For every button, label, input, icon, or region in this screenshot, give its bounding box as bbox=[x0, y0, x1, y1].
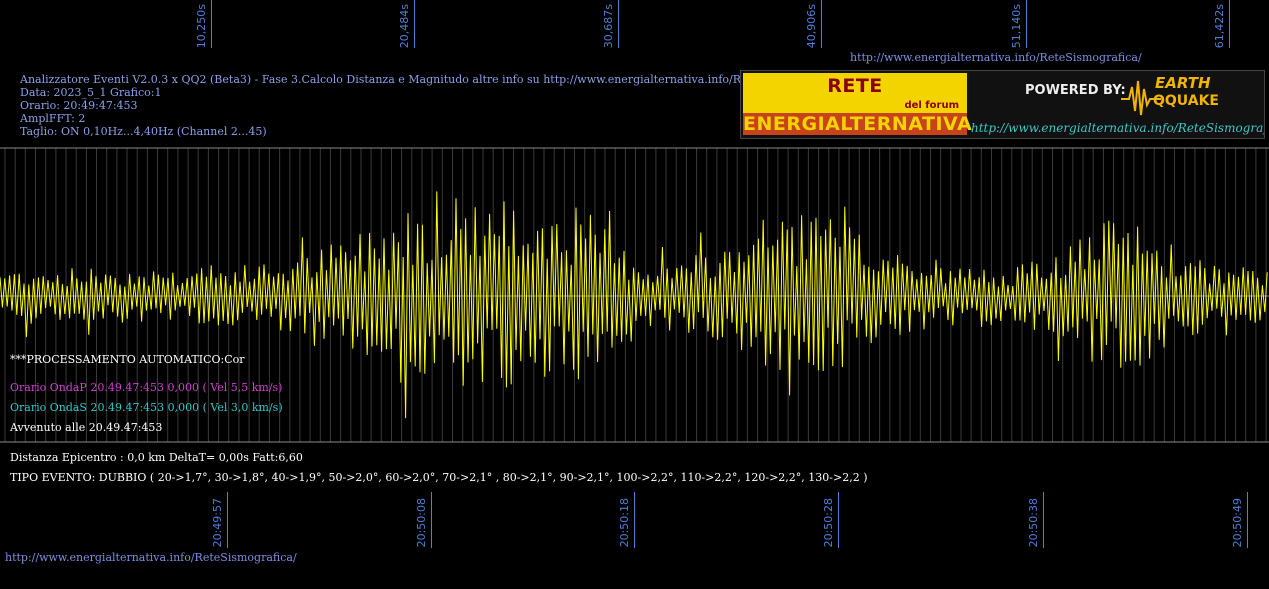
grid-lines bbox=[4, 148, 1267, 442]
bottom-tick: 20:50:28 bbox=[822, 492, 842, 548]
bottom-tick: 20:50:49 bbox=[1231, 492, 1251, 548]
seismic-trace bbox=[0, 191, 1268, 419]
time-line: Orario: 20:49:47:453 bbox=[20, 99, 138, 112]
logo-qquake: QQUAKE bbox=[1153, 93, 1219, 109]
onda-s-time: Orario OndaS 20.49.47:453 0,000 ( Vel 3,… bbox=[10, 401, 283, 414]
logo-earth: EARTH bbox=[1155, 74, 1211, 92]
event-time: Avvenuto alle 20.49.47:453 bbox=[10, 421, 163, 434]
header-url[interactable]: http://www.energialternativa.info/ReteSi… bbox=[850, 51, 1142, 64]
top-tick: 61,422s bbox=[1213, 0, 1233, 48]
date-line: Data: 2023_5_1 Grafico:1 bbox=[20, 86, 162, 99]
top-tick: 10,250s bbox=[195, 0, 215, 48]
analyzer-title: Analizzatore Eventi V2.0.3 x QQ2 (Beta3)… bbox=[20, 73, 786, 86]
onda-p-time: Orario OndaP 20.49.47:453 0,000 ( Vel 5,… bbox=[10, 381, 283, 394]
powered-by: POWERED BY: bbox=[1025, 83, 1126, 98]
logo-url[interactable]: http://www.energialternativa.info/ReteSi… bbox=[971, 121, 1265, 135]
bottom-tick: 20:50:18 bbox=[618, 492, 638, 548]
seismograph-icon bbox=[1121, 80, 1161, 116]
event-type: TIPO EVENTO: DUBBIO ( 20->1,7°, 30->1,8°… bbox=[10, 471, 868, 484]
processing-status: ***PROCESSAMENTO AUTOMATICO:Cor bbox=[10, 353, 245, 366]
bottom-tick: 20:49:57 bbox=[211, 492, 231, 548]
logo-forum: ENERGIALTERNATIVA bbox=[743, 113, 973, 135]
top-tick: 40,906s bbox=[805, 0, 825, 48]
rete-sismografica-logo: RETE SISMOGRAFICA del forum ENERGIALTERN… bbox=[740, 70, 1265, 139]
filter-line: Taglio: ON 0,10Hz...4,40Hz (Channel 2...… bbox=[20, 125, 267, 138]
top-tick: 20,484s bbox=[398, 0, 418, 48]
footer-url[interactable]: http://www.energialternativa.info/ReteSi… bbox=[5, 551, 297, 564]
top-tick: 30,687s bbox=[602, 0, 622, 48]
epicenter-distance: Distanza Epicentro : 0,0 km DeltaT= 0,00… bbox=[10, 451, 303, 464]
header-info: Analizzatore Eventi V2.0.3 x QQ2 (Beta3)… bbox=[20, 73, 786, 138]
bottom-tick: 20:50:38 bbox=[1027, 492, 1047, 548]
top-tick: 51,140s bbox=[1010, 0, 1030, 48]
bottom-tick: 20:50:08 bbox=[415, 492, 435, 548]
amplfft-line: AmplFFT: 2 bbox=[20, 112, 86, 125]
logo-subtitle: del forum bbox=[743, 99, 967, 113]
